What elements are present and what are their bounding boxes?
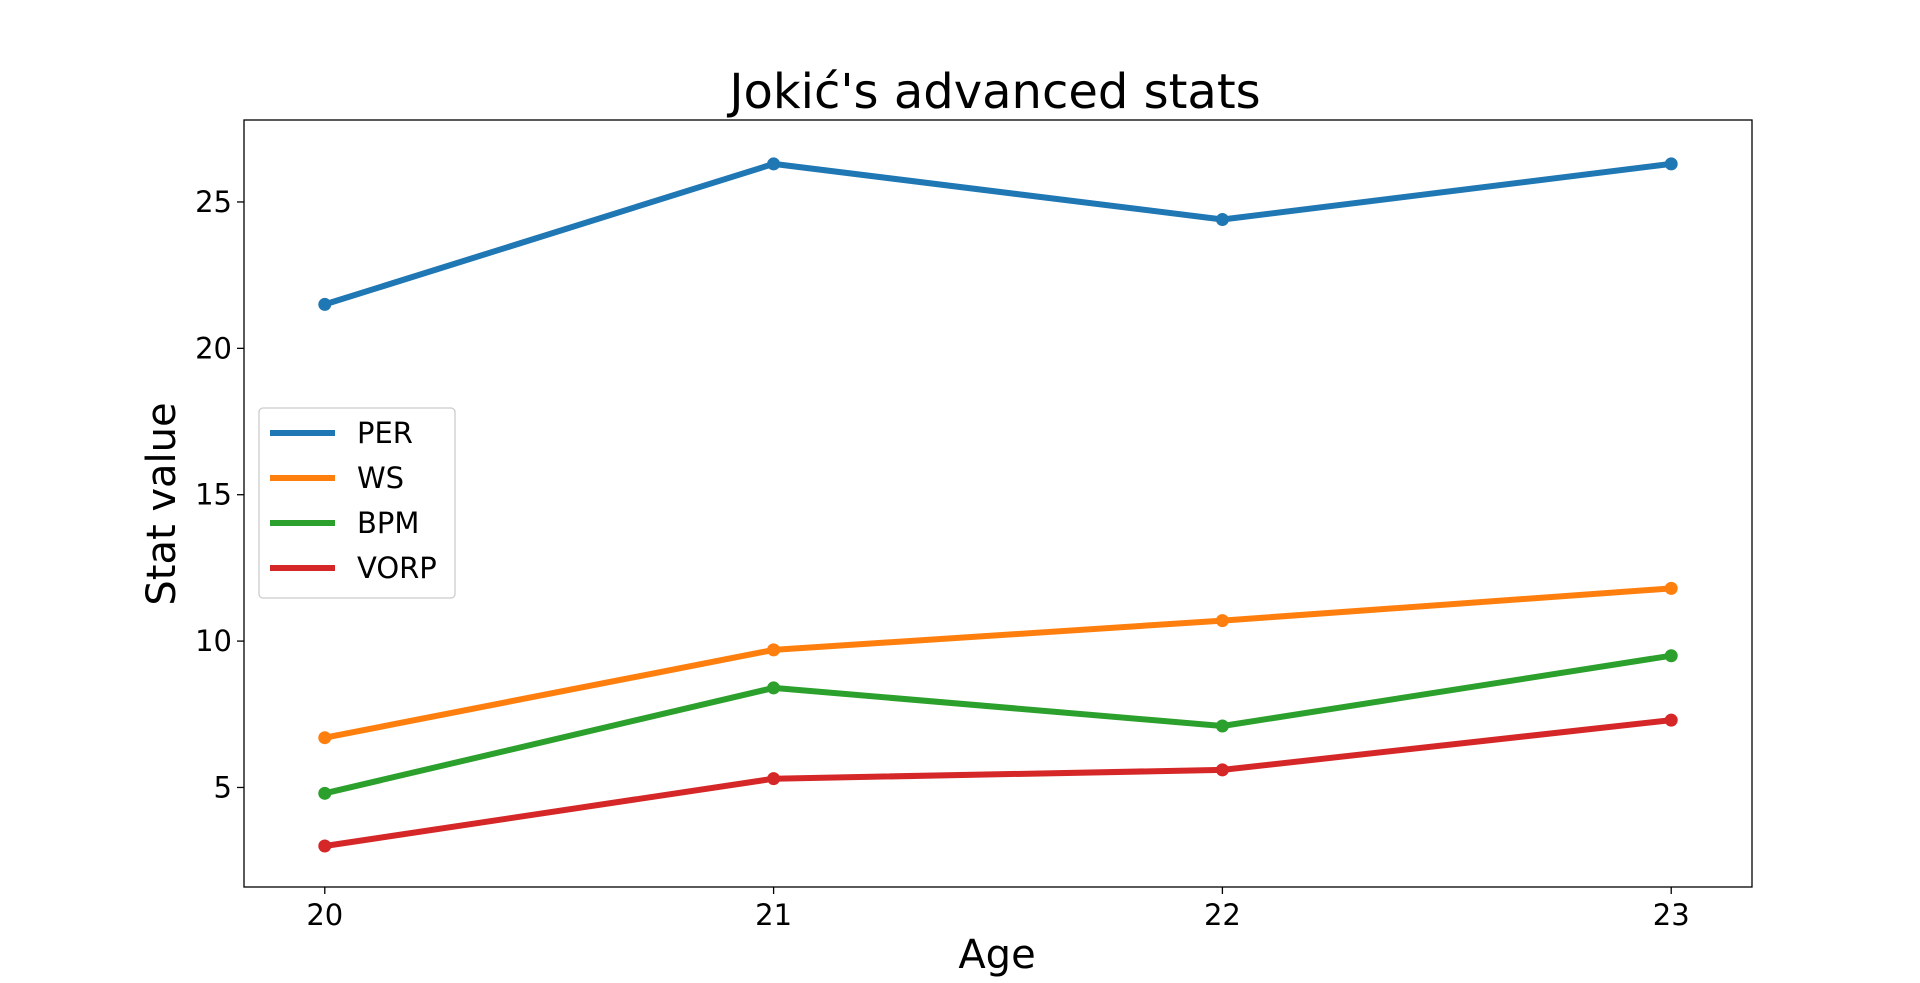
y-tick-label: 15 — [195, 478, 232, 512]
y-axis: 5 10 15 20 25 — [195, 185, 244, 804]
x-axis-label: Age — [958, 932, 1035, 978]
data-point-vorp — [767, 772, 781, 786]
x-tick-label: 20 — [306, 898, 343, 932]
x-tick-label: 23 — [1653, 898, 1690, 932]
y-tick-label: 10 — [195, 624, 232, 658]
legend-label-bpm: BPM — [357, 506, 419, 540]
data-point-bpm — [318, 786, 332, 800]
chart-title: Jokić's advanced stats — [726, 64, 1260, 120]
x-tick-label: 21 — [755, 898, 792, 932]
data-point-bpm — [1215, 719, 1229, 733]
data-point-vorp — [1664, 713, 1678, 727]
x-axis: 20 21 22 23 — [306, 887, 1690, 932]
series-line-per — [321, 160, 1675, 308]
series-layer — [318, 157, 1678, 853]
series-line-vorp — [321, 717, 1675, 849]
series-line-bpm — [321, 652, 1675, 797]
data-point-ws — [318, 731, 332, 745]
y-axis-label: Stat value — [139, 402, 185, 605]
x-tick-label: 22 — [1204, 898, 1241, 932]
legend: PER WS BPM VORP — [258, 407, 456, 599]
y-tick-label: 5 — [214, 770, 232, 804]
data-point-bpm — [767, 681, 781, 695]
y-tick-label: 25 — [195, 185, 232, 219]
legend-label-vorp: VORP — [357, 551, 437, 585]
plot-frame — [243, 119, 1753, 888]
data-point-per — [767, 157, 781, 171]
y-tick-label: 20 — [195, 331, 232, 365]
legend-label-per: PER — [357, 416, 413, 450]
data-point-per — [1664, 157, 1678, 171]
data-point-ws — [1664, 581, 1678, 595]
legend-box — [258, 407, 456, 599]
data-point-per — [318, 297, 332, 311]
data-point-ws — [767, 643, 781, 657]
data-point-ws — [1215, 614, 1229, 628]
data-point-vorp — [318, 839, 332, 853]
data-point-per — [1215, 213, 1229, 227]
series-line-ws — [321, 585, 1675, 741]
legend-label-ws: WS — [357, 461, 404, 495]
data-point-bpm — [1664, 649, 1678, 663]
data-point-vorp — [1215, 763, 1229, 777]
